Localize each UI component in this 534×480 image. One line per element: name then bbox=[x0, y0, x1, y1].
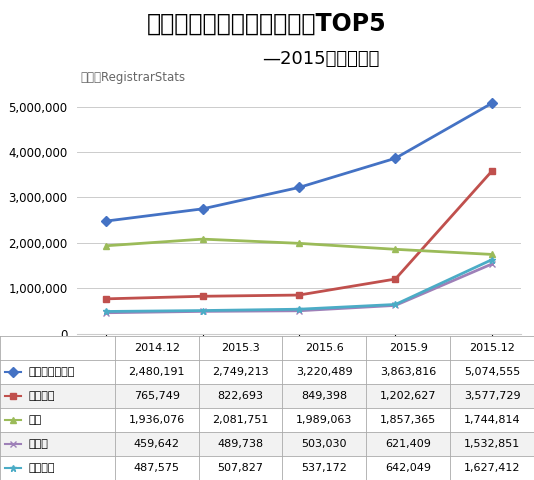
爱名网 bbox=[296, 308, 302, 313]
爱名网 bbox=[392, 302, 398, 308]
Line: 爱名网: 爱名网 bbox=[103, 261, 495, 316]
西部数码 bbox=[296, 306, 302, 312]
Bar bbox=[0, 384, 534, 408]
新网 bbox=[392, 246, 398, 252]
Text: 3,577,729: 3,577,729 bbox=[464, 391, 521, 401]
易名中国 bbox=[489, 168, 495, 174]
Line: 新网: 新网 bbox=[103, 236, 495, 258]
Text: 易名中国: 易名中国 bbox=[28, 391, 55, 401]
Bar bbox=[0, 336, 534, 360]
Text: 621,409: 621,409 bbox=[386, 439, 431, 449]
Text: —2015年度走势图: —2015年度走势图 bbox=[262, 50, 379, 68]
Text: 5,074,555: 5,074,555 bbox=[464, 367, 520, 377]
Text: 2015.9: 2015.9 bbox=[389, 343, 428, 353]
Text: 2015.12: 2015.12 bbox=[469, 343, 515, 353]
Text: 来源：RegistrarStats: 来源：RegistrarStats bbox=[80, 71, 185, 84]
Text: 2,749,213: 2,749,213 bbox=[212, 367, 269, 377]
阿里云（万网） bbox=[103, 218, 109, 224]
Text: 537,172: 537,172 bbox=[302, 463, 347, 473]
Text: 3,863,816: 3,863,816 bbox=[380, 367, 436, 377]
Text: 507,827: 507,827 bbox=[217, 463, 264, 473]
Text: 1,989,063: 1,989,063 bbox=[296, 415, 352, 425]
阿里云（万网） bbox=[489, 100, 495, 106]
Text: 459,642: 459,642 bbox=[134, 439, 180, 449]
爱名网 bbox=[489, 261, 495, 267]
Text: 487,575: 487,575 bbox=[134, 463, 180, 473]
西部数码 bbox=[489, 257, 495, 263]
Text: 1,936,076: 1,936,076 bbox=[129, 415, 185, 425]
爱名网 bbox=[103, 310, 109, 316]
新网 bbox=[200, 236, 206, 242]
Text: 1,744,814: 1,744,814 bbox=[464, 415, 521, 425]
Bar bbox=[0, 432, 534, 456]
Text: 2,480,191: 2,480,191 bbox=[129, 367, 185, 377]
易名中国 bbox=[200, 293, 206, 299]
Text: 1,627,412: 1,627,412 bbox=[464, 463, 520, 473]
新网 bbox=[296, 240, 302, 246]
阿里云（万网） bbox=[296, 185, 302, 191]
Bar bbox=[0, 456, 534, 480]
阿里云（万网） bbox=[392, 156, 398, 161]
Bar bbox=[0, 360, 534, 384]
西部数码 bbox=[103, 309, 109, 314]
Text: 1,857,365: 1,857,365 bbox=[380, 415, 436, 425]
Line: 西部数码: 西部数码 bbox=[103, 256, 495, 315]
Text: 2,081,751: 2,081,751 bbox=[213, 415, 269, 425]
西部数码 bbox=[392, 301, 398, 307]
Text: 2014.12: 2014.12 bbox=[134, 343, 180, 353]
Text: 849,398: 849,398 bbox=[301, 391, 348, 401]
Text: 阿里云（万网）: 阿里云（万网） bbox=[28, 367, 75, 377]
西部数码 bbox=[200, 308, 206, 313]
Line: 阿里云（万网）: 阿里云（万网） bbox=[103, 100, 495, 225]
Text: 2015.3: 2015.3 bbox=[221, 343, 260, 353]
新网 bbox=[103, 243, 109, 249]
Text: 3,220,489: 3,220,489 bbox=[296, 367, 353, 377]
Text: 822,693: 822,693 bbox=[217, 391, 264, 401]
Text: 新网: 新网 bbox=[28, 415, 42, 425]
新网 bbox=[489, 252, 495, 257]
Text: 西部数码: 西部数码 bbox=[28, 463, 55, 473]
Text: 503,030: 503,030 bbox=[302, 439, 347, 449]
Text: 642,049: 642,049 bbox=[385, 463, 431, 473]
Text: 国内域名商域名注册保有量TOP5: 国内域名商域名注册保有量TOP5 bbox=[147, 12, 387, 36]
Text: 1,202,627: 1,202,627 bbox=[380, 391, 436, 401]
易名中国 bbox=[296, 292, 302, 298]
易名中国 bbox=[392, 276, 398, 282]
Bar bbox=[0, 408, 534, 432]
Text: 爱名网: 爱名网 bbox=[28, 439, 48, 449]
Text: 489,738: 489,738 bbox=[217, 439, 264, 449]
易名中国 bbox=[103, 296, 109, 302]
Text: 2015.6: 2015.6 bbox=[305, 343, 344, 353]
阿里云（万网） bbox=[200, 206, 206, 212]
Line: 易名中国: 易名中国 bbox=[103, 168, 495, 302]
Text: 765,749: 765,749 bbox=[134, 391, 180, 401]
爱名网 bbox=[200, 309, 206, 314]
Text: 1,532,851: 1,532,851 bbox=[464, 439, 520, 449]
